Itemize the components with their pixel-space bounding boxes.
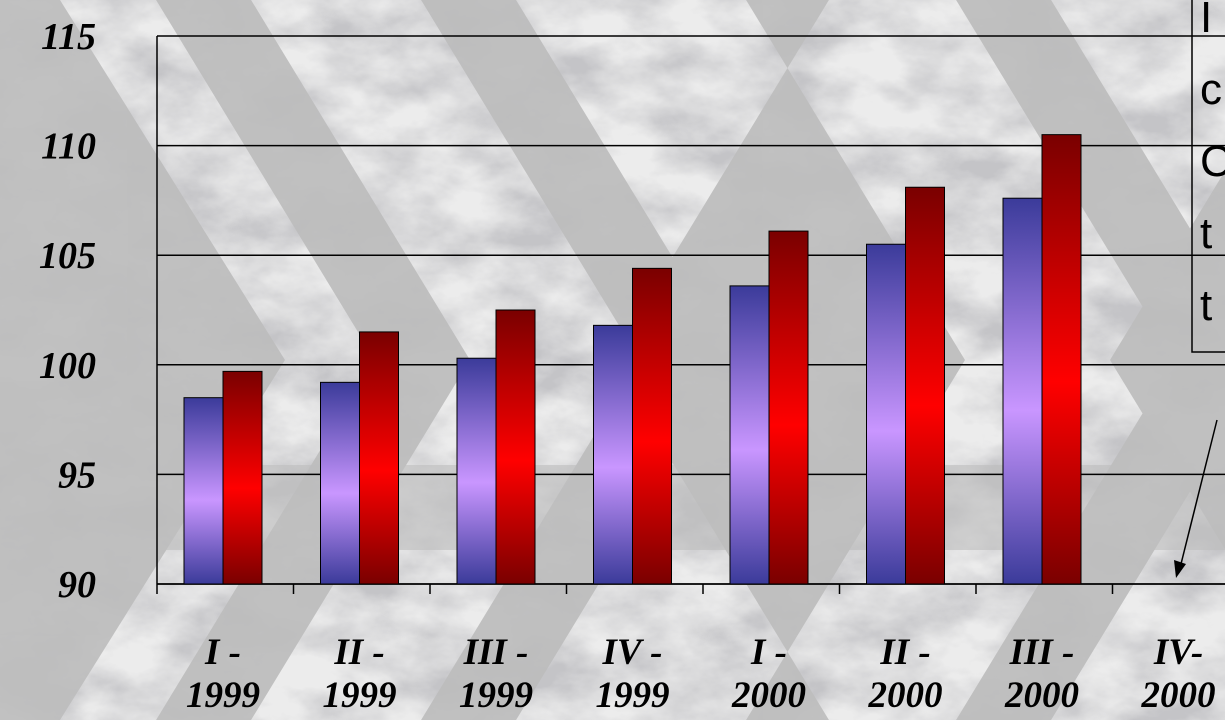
bars: [183, 134, 1082, 585]
annotation-arrow: [1178, 419, 1218, 573]
x-tick-label: 1999: [323, 675, 397, 716]
x-tick-label: 1999: [459, 675, 533, 716]
annotation-text-fragment: C: [1200, 137, 1225, 186]
bar-series-1: [183, 397, 224, 585]
bar-series-2: [768, 230, 809, 585]
bar-series-1: [593, 324, 633, 585]
bar-series-2: [632, 267, 672, 585]
bar-series-2: [222, 370, 263, 585]
x-tick-label: 1999: [596, 675, 670, 716]
annotation-text-fragment: I: [1200, 0, 1212, 42]
bar-series-2: [495, 309, 536, 585]
x-tick-label: IV-: [1153, 632, 1203, 673]
bar-series-1: [320, 381, 360, 585]
y-tick-label: 100: [39, 345, 96, 387]
bar-series-1: [1002, 197, 1043, 585]
annotation-text-fragment: c: [1200, 65, 1222, 114]
x-tick-label: I -: [204, 632, 241, 673]
bar-series-1: [729, 285, 770, 585]
annotation-arrowhead: [1174, 560, 1186, 578]
x-tick-label: 2000: [731, 675, 806, 716]
x-tick-label: II -: [879, 632, 930, 673]
bar-series-2: [359, 331, 399, 585]
bar-series-1: [866, 243, 906, 585]
x-tick-label: 2000: [1004, 675, 1079, 716]
x-tick-label: 2000: [868, 675, 943, 716]
x-tick-label: I -: [750, 632, 787, 673]
x-tick-label: II -: [333, 632, 384, 673]
bar-series-2: [905, 186, 945, 585]
y-tick-label: 95: [58, 454, 96, 496]
x-tick-label: 1999: [186, 675, 260, 716]
annotation-text-fragment: t: [1200, 281, 1212, 330]
x-tick-label: 2000: [1141, 675, 1216, 716]
y-tick-label: 110: [41, 126, 96, 168]
y-tick-label: 115: [41, 16, 96, 58]
y-tick-label: 90: [58, 564, 96, 606]
bar-series-2: [1041, 134, 1082, 585]
x-tick-label: III -: [1009, 632, 1075, 673]
y-tick-labels: 90 95 100 105 110 115: [39, 16, 96, 606]
annotation-box: [1191, 0, 1225, 353]
x-tick-label: III -: [463, 632, 529, 673]
bar-series-1: [456, 357, 497, 585]
y-tick-label: 105: [39, 235, 96, 277]
annotation-text-fragment: t: [1200, 209, 1212, 258]
x-tick-label: IV -: [602, 632, 663, 673]
